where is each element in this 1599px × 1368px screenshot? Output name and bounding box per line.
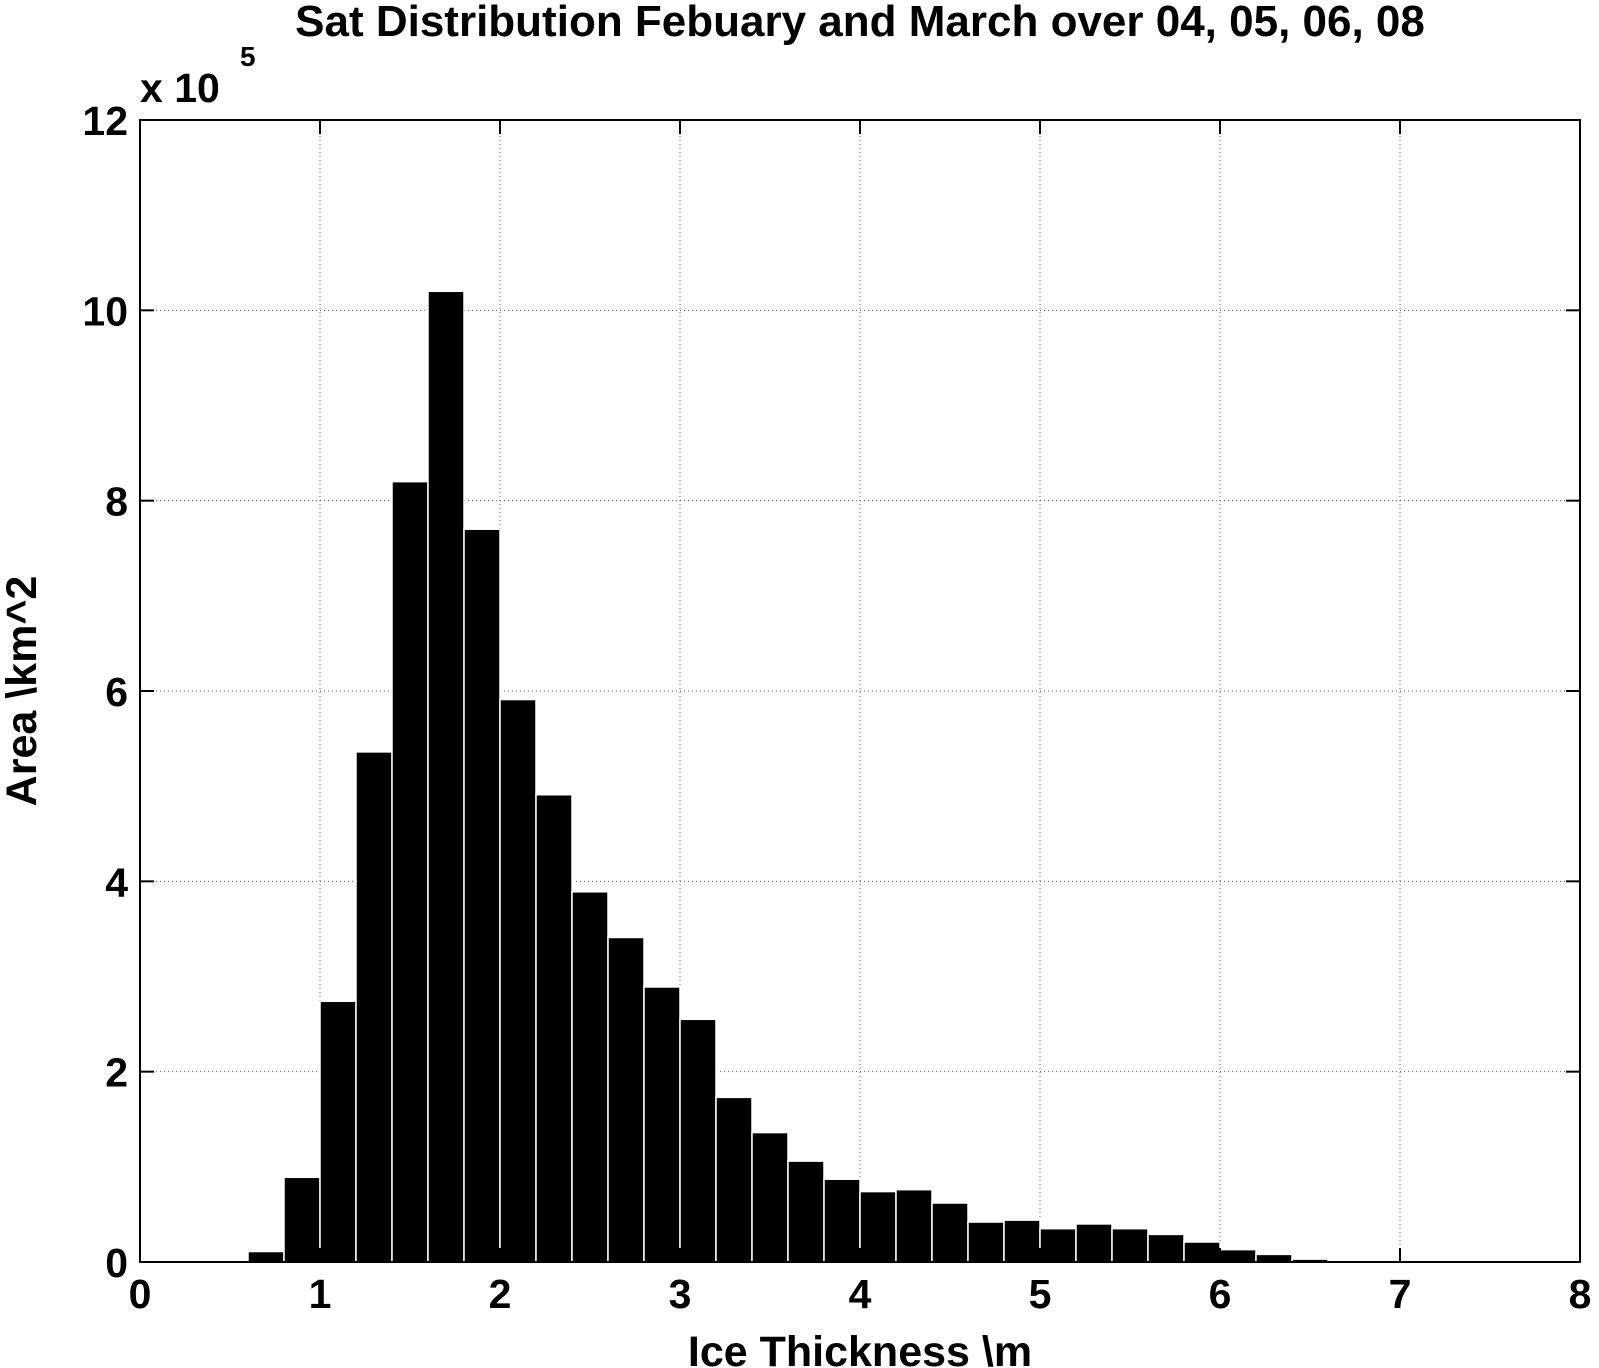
histogram-bar bbox=[1111, 1227, 1149, 1263]
x-axis-label: Ice Thickness \m bbox=[688, 1328, 1032, 1368]
histogram-bar bbox=[1003, 1219, 1041, 1263]
chart-title: Sat Distribution Febuary and March over … bbox=[295, 0, 1425, 46]
x-tick-label: 2 bbox=[489, 1271, 512, 1317]
histogram-bar bbox=[787, 1160, 825, 1263]
histogram-bar bbox=[1219, 1248, 1257, 1263]
tick-marks bbox=[139, 119, 1581, 1263]
histogram-bar bbox=[643, 986, 681, 1263]
histogram-bar bbox=[679, 1018, 717, 1263]
y-tick-label: 8 bbox=[105, 479, 128, 525]
histogram-bar bbox=[571, 891, 609, 1263]
y-tick-label: 0 bbox=[105, 1240, 128, 1286]
histogram-bar bbox=[1039, 1227, 1077, 1263]
x-tick-label: 3 bbox=[669, 1271, 692, 1317]
histogram-bar bbox=[715, 1096, 753, 1263]
histogram-bar bbox=[1147, 1233, 1185, 1263]
y-tick-label: 6 bbox=[105, 669, 128, 715]
x-tick-labels: 0 1 2 3 4 5 6 7 8 bbox=[129, 1271, 1592, 1317]
histogram-bar bbox=[535, 793, 573, 1263]
histogram-bar bbox=[427, 290, 465, 1263]
bars bbox=[247, 290, 1329, 1263]
histogram-bar bbox=[859, 1190, 897, 1263]
histogram-bar bbox=[1183, 1241, 1221, 1263]
x-tick-label: 0 bbox=[129, 1271, 152, 1317]
histogram-bar bbox=[391, 480, 429, 1263]
y-scale-base: x 10 bbox=[140, 65, 220, 111]
y-tick-labels: 0 2 4 6 8 10 12 bbox=[82, 98, 128, 1286]
histogram-bar bbox=[247, 1250, 285, 1263]
histogram-bar bbox=[1255, 1253, 1293, 1263]
histogram-bar bbox=[499, 698, 537, 1263]
histogram-bar bbox=[967, 1221, 1005, 1263]
x-tick-label: 5 bbox=[1029, 1271, 1052, 1317]
y-tick-label: 10 bbox=[82, 288, 128, 334]
x-tick-label: 8 bbox=[1569, 1271, 1592, 1317]
histogram-bar bbox=[607, 936, 645, 1263]
y-scale-exponent: 5 bbox=[240, 41, 256, 72]
histogram-bar bbox=[895, 1188, 933, 1263]
histogram-bar bbox=[283, 1176, 321, 1263]
histogram-bar bbox=[1075, 1223, 1113, 1263]
x-tick-label: 7 bbox=[1389, 1271, 1412, 1317]
x-tick-label: 6 bbox=[1209, 1271, 1232, 1317]
y-tick-label: 12 bbox=[82, 98, 128, 144]
histogram-bar bbox=[751, 1131, 789, 1263]
x-tick-label: 4 bbox=[849, 1271, 872, 1317]
histogram-bar bbox=[355, 751, 393, 1263]
y-tick-label: 4 bbox=[105, 859, 128, 905]
histogram-bar bbox=[319, 1000, 357, 1263]
histogram-bar bbox=[823, 1178, 861, 1263]
y-axis-label: Area \km^2 bbox=[0, 576, 46, 807]
x-tick-label: 1 bbox=[309, 1271, 332, 1317]
histogram-bar bbox=[931, 1202, 969, 1263]
y-tick-label: 2 bbox=[105, 1050, 128, 1096]
histogram-bar bbox=[463, 528, 501, 1263]
